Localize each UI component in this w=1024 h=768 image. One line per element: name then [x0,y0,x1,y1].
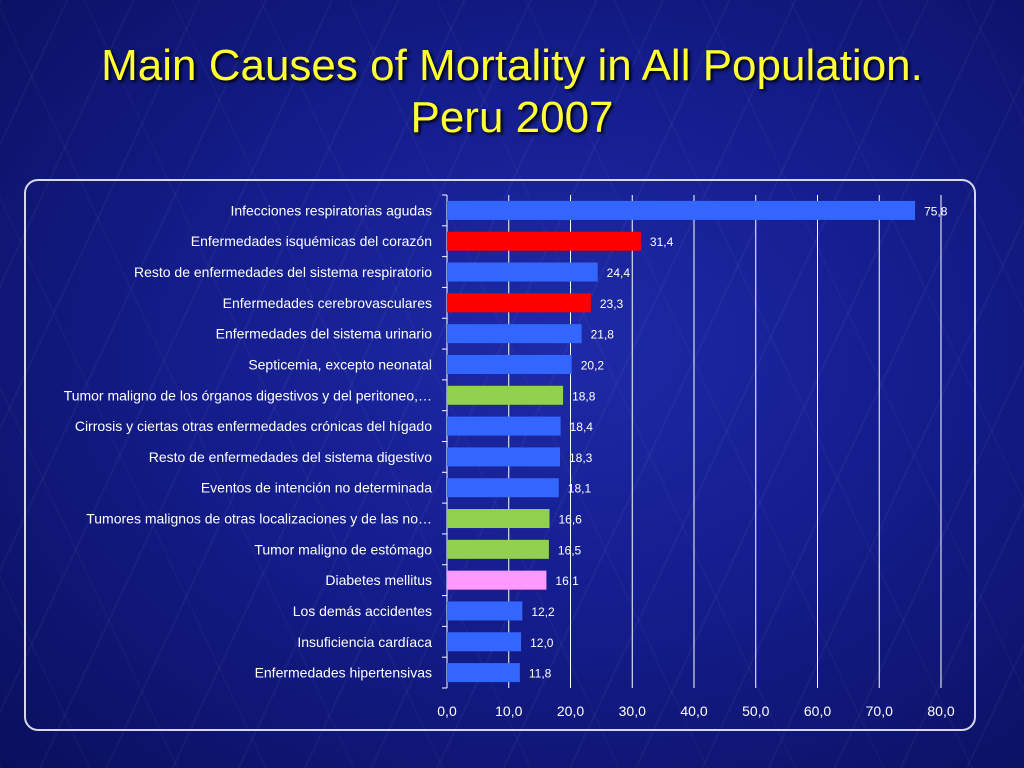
category-label: Infecciones respiratorias agudas [230,202,432,218]
value-label: 23,3 [600,297,624,311]
value-label: 18,1 [568,482,592,496]
category-label: Los demás accidentes [293,603,432,619]
chart-panel [24,179,976,731]
bar [447,447,561,467]
category-label: Eventos de intención no determinada [201,480,432,496]
category-label: Enfermedades hipertensivas [255,665,432,681]
bar [447,601,523,621]
category-label: Resto de enfermedades del sistema digest… [149,449,432,465]
category-label: Tumores malignos de otras localizaciones… [86,511,432,527]
x-tick-label: 40,0 [680,703,707,719]
value-label: 24,4 [607,266,631,280]
category-label: Enfermedades del sistema urinario [216,326,433,342]
value-label: 12,0 [530,636,554,650]
bar [447,478,559,498]
value-label: 18,4 [570,420,594,434]
slide-title: Main Causes of Mortality in All Populati… [0,40,1024,144]
value-label: 18,3 [569,451,593,465]
value-label: 16,1 [555,574,579,588]
bar [447,385,564,405]
bar [447,354,572,374]
bar [447,416,561,436]
title-line-1: Main Causes of Mortality in All Populati… [101,41,923,90]
x-tick-label: 80,0 [927,703,954,719]
x-tick-label: 50,0 [742,703,769,719]
value-label: 12,2 [531,605,555,619]
value-label: 75,8 [924,204,948,218]
category-label: Tumor maligno de estómago [254,541,432,557]
category-label: Enfermedades cerebrovasculares [223,295,432,311]
value-label: 16,6 [559,513,583,527]
bar [447,231,641,251]
bar [447,200,916,220]
bar [447,539,549,559]
category-label: Resto de enfermedades del sistema respir… [134,264,432,280]
value-label: 20,2 [581,358,605,372]
category-label: Septicemia, excepto neonatal [248,356,432,372]
x-tick-label: 60,0 [804,703,831,719]
x-tick-label: 20,0 [557,703,584,719]
category-label: Diabetes mellitus [325,572,432,588]
x-tick-label: 30,0 [619,703,646,719]
bar [447,632,522,652]
value-label: 21,8 [591,328,615,342]
value-label: 31,4 [650,235,674,249]
x-tick-label: 0,0 [437,703,457,719]
category-label: Enfermedades isquémicas del corazón [191,233,432,249]
bar [447,262,598,282]
category-label: Cirrosis y ciertas otras enfermedades cr… [75,418,432,434]
title-line-2: Peru 2007 [410,93,614,142]
bar [447,324,582,344]
bar [447,663,520,683]
bar [447,570,547,590]
category-label: Insuficiencia cardíaca [297,634,432,650]
category-label: Tumor maligno de los órganos digestivos … [64,387,432,403]
x-tick-label: 70,0 [866,703,893,719]
value-label: 11,8 [529,667,552,681]
bar [447,293,591,313]
x-tick-label: 10,0 [495,703,522,719]
value-label: 18,8 [572,389,596,403]
bar [447,509,550,529]
value-label: 16,5 [558,543,582,557]
